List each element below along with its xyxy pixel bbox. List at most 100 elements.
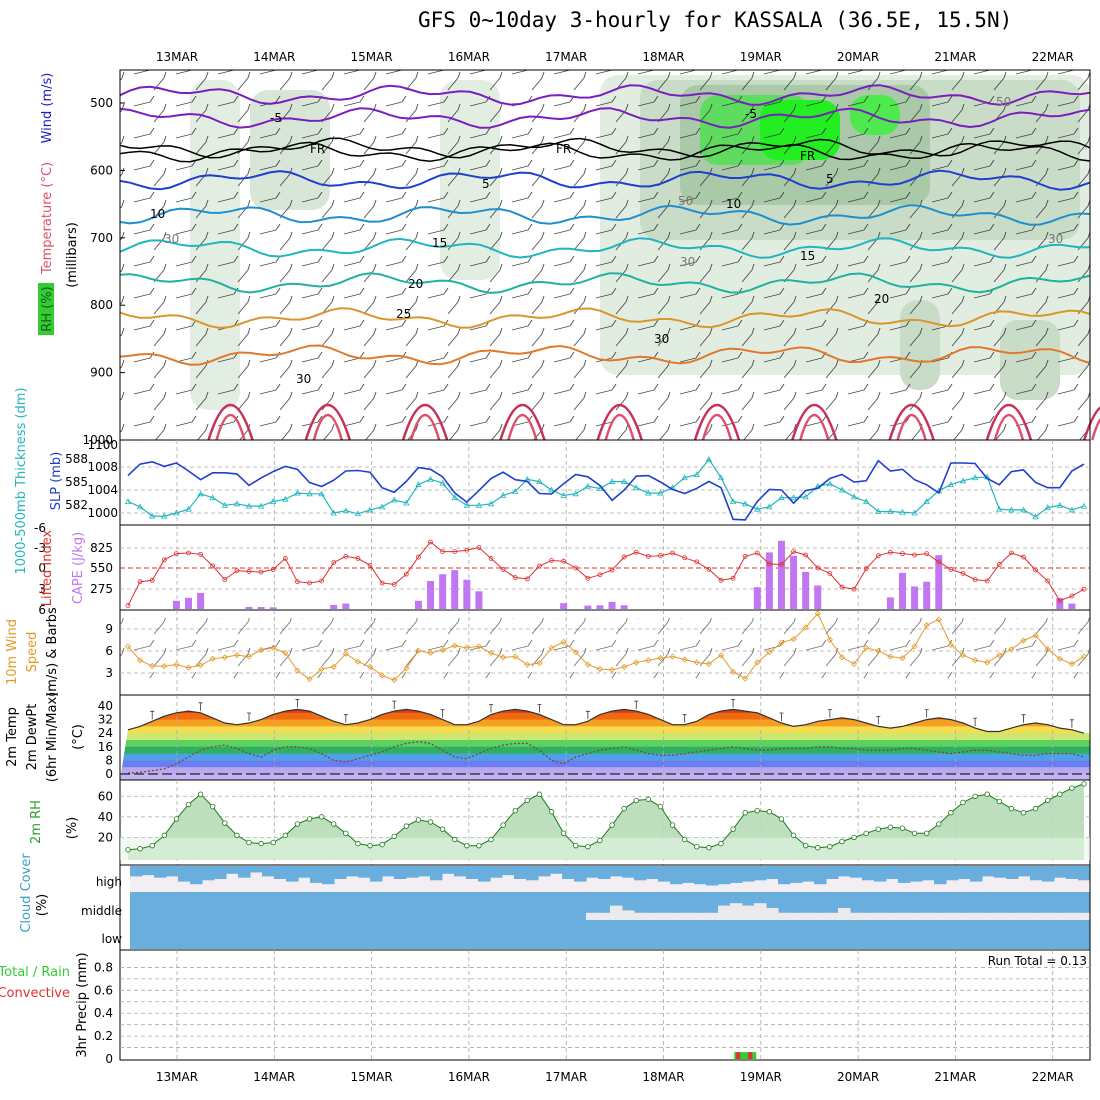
temp-band	[120, 760, 1090, 769]
wind-speed-point	[838, 654, 846, 661]
wind-speed-point	[899, 655, 906, 662]
wind-speed-point	[221, 654, 228, 661]
thickness-point	[499, 492, 507, 498]
contour-label: 30	[654, 332, 669, 346]
temp-band	[120, 733, 1090, 741]
middle-cloud-gap	[730, 903, 743, 920]
pressure-tick-label: 600	[90, 163, 113, 177]
rh-point	[633, 797, 639, 804]
rh-point	[718, 840, 724, 847]
wind-speed-point	[366, 663, 374, 670]
wind-speed-point	[863, 644, 870, 651]
middle-cloud-gap	[658, 912, 671, 920]
cape-bar	[584, 605, 592, 609]
cape-bar	[463, 579, 471, 609]
wind-speed-point	[851, 660, 858, 667]
precip-panel: 0 0.2 0.4 0.6 0.8 Run Total = 0.13	[94, 949, 1091, 1066]
high-cloud-bar	[1066, 866, 1079, 879]
rh-point	[331, 821, 337, 827]
thickness-point	[185, 505, 192, 512]
wind-speed-point	[149, 663, 156, 670]
cape-bar	[257, 606, 265, 609]
wind-speed-point	[487, 649, 495, 657]
contour-label: 5	[482, 177, 490, 191]
contour-label: -5	[745, 107, 757, 121]
wind-speed-point	[173, 661, 180, 668]
rh2m-axis-label: 2m RH	[29, 800, 44, 844]
lifted-index-point	[125, 603, 131, 608]
thickness-point	[354, 510, 362, 517]
rh-point	[318, 814, 325, 820]
cape-bar	[1068, 603, 1076, 609]
contour-label: 15	[800, 249, 815, 263]
high-cloud-bar	[766, 866, 779, 879]
lifted-index-point	[658, 553, 663, 559]
temperature-contour-hot	[693, 404, 741, 441]
high-cloud-bar	[826, 866, 839, 879]
temp2m-axis-label-2: 2m DewPt	[25, 704, 40, 771]
high-cloud-bar	[910, 866, 923, 882]
middle-cloud-gap	[706, 912, 719, 920]
wind-speed-point	[923, 622, 930, 629]
cape-bar	[451, 570, 459, 609]
thickness-point	[947, 481, 955, 488]
thickness-point	[512, 488, 519, 494]
high-cloud-bar	[514, 866, 527, 879]
dewpoint-line	[127, 741, 1085, 774]
rh-point	[827, 843, 833, 850]
high-cloud-bar	[634, 866, 647, 881]
high-cloud-bar	[286, 866, 299, 882]
high-cloud-bar	[226, 866, 239, 874]
lifted-index-point	[282, 556, 288, 561]
wind-tick-label: 6	[105, 644, 113, 658]
high-cloud-bar	[430, 866, 443, 881]
cape-bar	[923, 581, 931, 609]
rh-point	[972, 793, 978, 799]
rh-point	[1008, 805, 1015, 812]
minmax-marker	[1069, 719, 1074, 728]
rh-axis-label: RH (%)	[40, 286, 55, 331]
rh-point	[137, 846, 143, 852]
date-label-top: 19MAR	[740, 50, 782, 64]
cape-axis-label: CAPE (J/kg)	[71, 532, 86, 604]
minmax-marker	[247, 712, 252, 721]
temperature-contour-hot	[799, 414, 830, 441]
minmax-marker	[779, 712, 784, 721]
minmax-marker	[392, 700, 397, 710]
temp-band	[120, 712, 1090, 721]
cape-tick-label: 275	[90, 582, 113, 596]
lifted-index-point	[851, 586, 857, 592]
high-cloud-bar	[346, 866, 359, 877]
pressure-tick-label: 1000	[82, 433, 113, 447]
temperature-contour	[119, 84, 1091, 106]
high-cloud-bar	[178, 866, 191, 882]
high-cloud-bar	[142, 866, 155, 876]
contour-label: 25	[396, 307, 411, 321]
minmax-marker	[585, 710, 590, 720]
lifted-index-point	[307, 580, 312, 586]
thickness-point	[1080, 502, 1088, 509]
rh-point	[427, 819, 434, 825]
wind-barbs	[120, 70, 1090, 440]
minmax-marker	[1021, 714, 1026, 723]
date-label-top: 22MAR	[1032, 50, 1074, 64]
date-label-bottom: 15MAR	[351, 1070, 393, 1084]
high-cloud-bar	[790, 866, 803, 883]
high-cloud-bar	[802, 866, 815, 882]
rh-point	[730, 826, 736, 832]
high-cloud-bar	[682, 866, 695, 883]
lifted-index-point	[1057, 598, 1063, 604]
rh-point	[258, 840, 264, 847]
cape-bar	[802, 571, 810, 609]
lifted-index-point	[960, 571, 966, 576]
rh-point	[391, 833, 397, 840]
high-cloud-bar	[850, 866, 863, 878]
lifted-index-point	[452, 549, 458, 554]
lifted-index-point	[742, 553, 748, 559]
date-label-bottom: 21MAR	[934, 1070, 976, 1084]
rh-point	[899, 825, 906, 831]
wind-speed-point	[1080, 653, 1088, 660]
middle-cloud-gap	[1006, 912, 1019, 920]
thickness-point	[620, 478, 628, 484]
high-cloud-bar	[250, 866, 263, 873]
